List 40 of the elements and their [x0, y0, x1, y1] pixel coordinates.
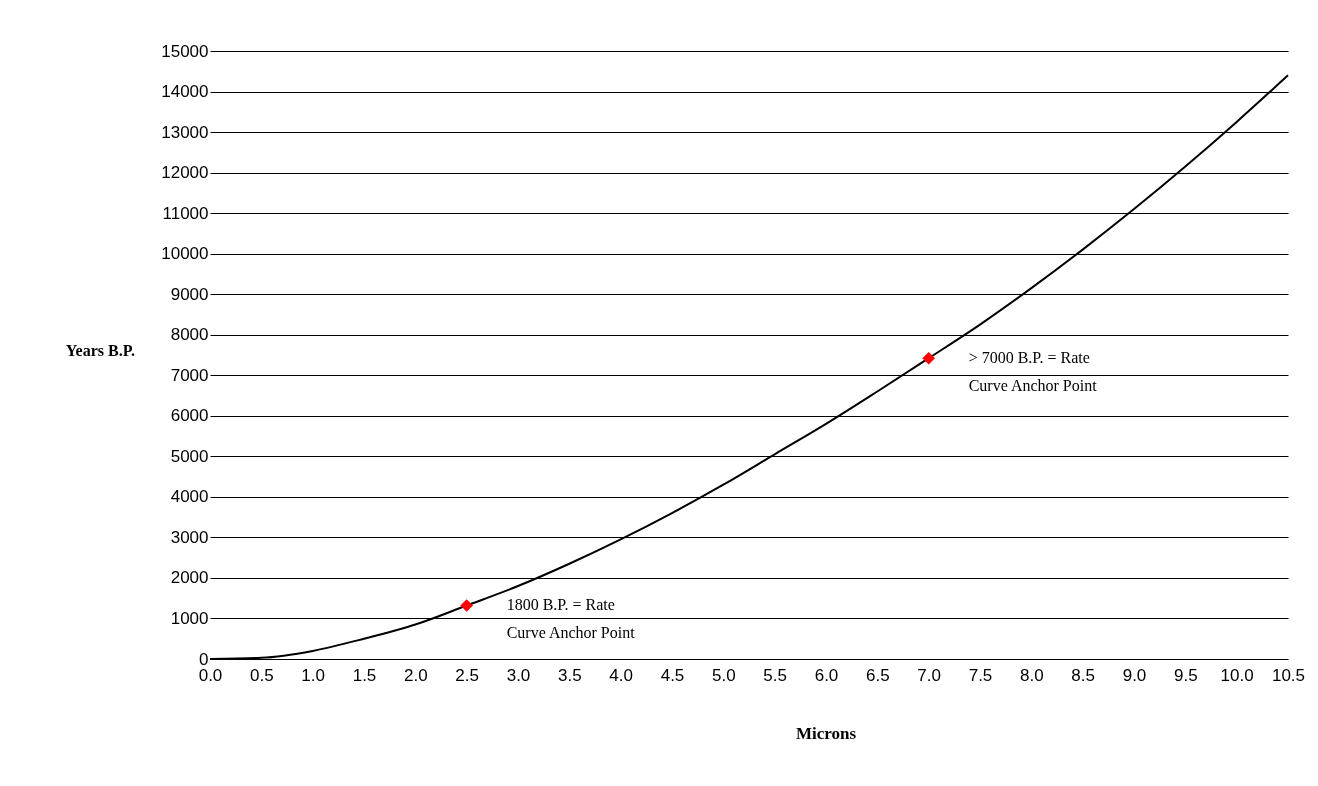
text: > 7000 B.P. = Rate Curve Anchor Point: [968, 349, 1098, 395]
y-tick-label: 4000: [170, 487, 209, 507]
y-tick-label: 14000: [161, 82, 209, 102]
y-tick-label: 5000: [170, 446, 209, 466]
x-tick-label: 7.0: [917, 665, 941, 685]
y-tick-label: 3000: [170, 527, 209, 547]
y-tick-label: 2000: [170, 568, 209, 588]
x-tick-label: 9.5: [1174, 665, 1198, 685]
x-tick-label: 5.0: [712, 665, 736, 685]
y-tick-label: 11000: [162, 203, 209, 223]
x-tick-label: 6.0: [814, 665, 839, 685]
x-tick-label: 9.0: [1122, 665, 1147, 685]
x-tick-label: 10.0: [1220, 665, 1254, 685]
x-tick-label: 10.5: [1271, 665, 1306, 685]
x-tick-label: 3.5: [558, 665, 582, 685]
y-tick-label: 8000: [170, 325, 209, 345]
y-tick-label: 13000: [161, 122, 209, 142]
x-axis-title: Microns: [795, 724, 857, 743]
y-tick-label: 12000: [161, 163, 209, 183]
x-tick-label: 0.5: [250, 665, 274, 685]
x-tick-label: 1.0: [301, 665, 325, 685]
x-tick-label: 4.5: [660, 665, 685, 685]
y-tick-label: 1000: [170, 608, 209, 628]
y-tick-label: 7000: [170, 365, 209, 385]
x-tick-label: 8.0: [1020, 665, 1044, 685]
y-tick-label: 6000: [170, 406, 209, 426]
x-tick-label: 2.0: [404, 665, 428, 685]
y-tick-label: 9000: [170, 284, 209, 304]
x-tick-label: 4.0: [609, 665, 633, 685]
x-tick-label: 1.5: [352, 665, 377, 685]
x-tick-label: 8.5: [1071, 665, 1095, 685]
y-tick-label: 15000: [161, 41, 209, 61]
x-tick-label: 7.5: [968, 665, 993, 685]
x-tick-label: 6.5: [866, 665, 890, 685]
text: 1800 B.P. = Rate Curve Anchor Point: [506, 596, 636, 642]
x-tick-label: 5.5: [763, 665, 787, 685]
x-tick-label: 2.5: [455, 665, 479, 685]
x-tick-label: 3.0: [506, 665, 531, 685]
y-tick-label: 10000: [161, 244, 209, 264]
y-axis-title: Years B.P.: [65, 342, 135, 359]
